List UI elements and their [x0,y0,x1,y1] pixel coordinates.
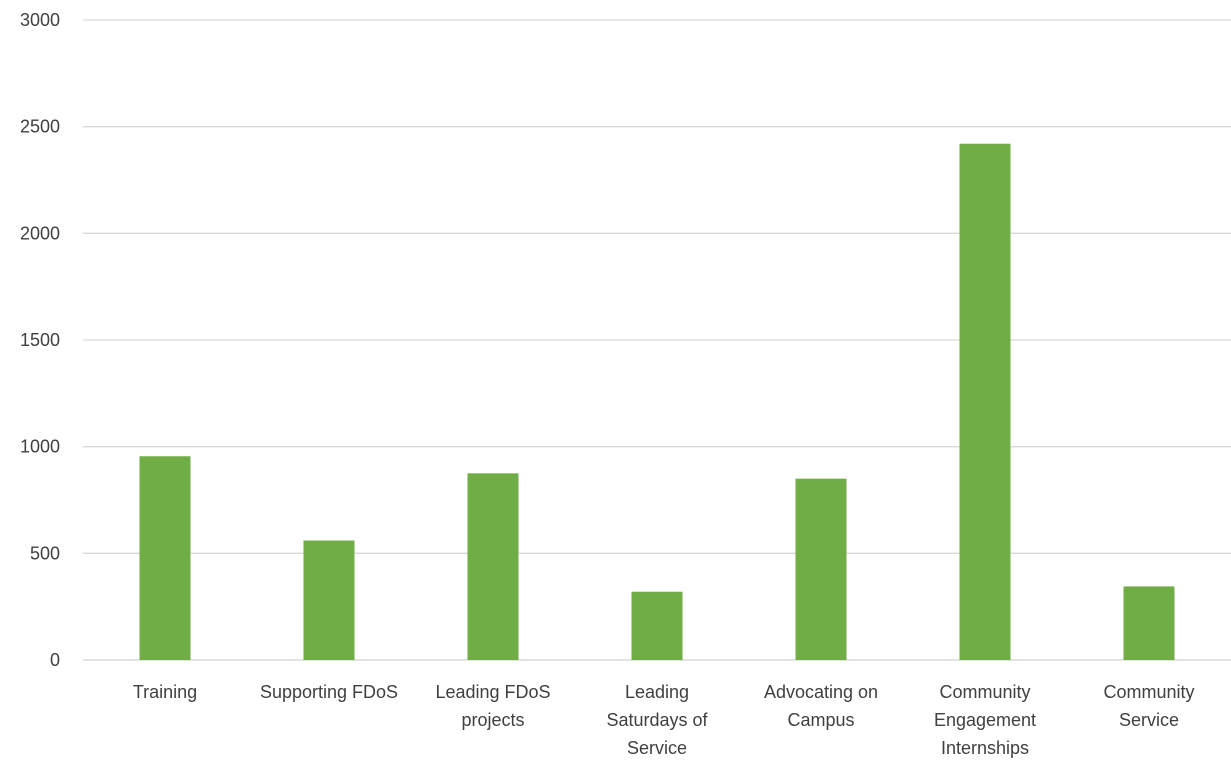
bar [959,143,1011,660]
bar [1123,586,1175,660]
y-axis-tick-labels: 0 500 1000 1500 2000 2500 3000 [20,10,60,670]
x-category-label-line: Leading FDoS [435,682,550,702]
y-tick-label: 2500 [20,117,60,137]
x-category-label-line: projects [461,710,524,730]
bar [631,591,683,660]
y-tick-label: 1500 [20,330,60,350]
x-category-label-line: Internships [941,738,1029,758]
x-category-label: Advocating on Campus [764,682,878,730]
x-category-label: Training [133,682,197,702]
bars [139,143,1175,660]
x-category-label: Leading FDoS projects [435,682,550,730]
y-tick-label: 2000 [20,223,60,243]
y-tick-label: 1000 [20,437,60,457]
x-category-label-line: Training [133,682,197,702]
gridlines [83,19,1231,661]
bar [303,540,355,660]
x-category-label-line: Service [1119,710,1179,730]
bar [795,478,847,660]
y-tick-label: 3000 [20,10,60,30]
x-category-label-line: Supporting FDoS [260,682,398,702]
x-category-label-line: Engagement [934,710,1036,730]
x-category-label-line: Community [939,682,1030,702]
x-category-label: Community Engagement Internships [934,682,1036,758]
x-axis-category-labels: Training Supporting FDoS Leading FDoS proje… [133,682,1195,758]
bar [467,473,519,660]
bar [139,456,191,660]
x-category-label: Community Service [1103,682,1194,730]
x-category-label: Supporting FDoS [260,682,398,702]
x-category-label-line: Service [627,738,687,758]
x-category-label-line: Saturdays of [606,710,708,730]
x-category-label-line: Leading [625,682,689,702]
x-category-label-line: Advocating on [764,682,878,702]
x-category-label: Leading Saturdays of Service [606,682,708,758]
y-tick-label: 500 [30,543,60,563]
y-tick-label: 0 [50,650,60,670]
x-category-label-line: Community [1103,682,1194,702]
x-category-label-line: Campus [787,710,854,730]
